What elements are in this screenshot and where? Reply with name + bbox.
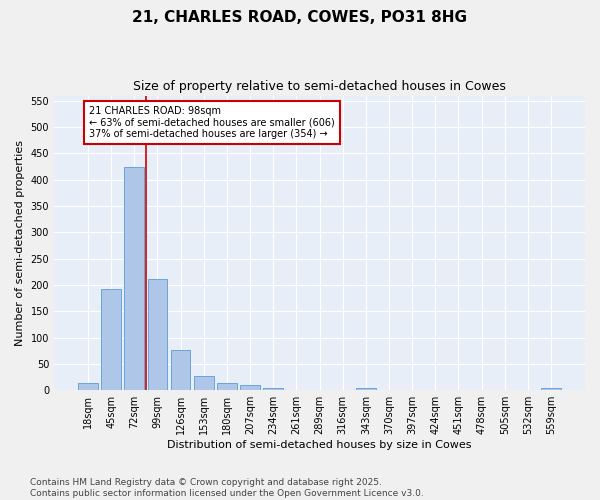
Title: Size of property relative to semi-detached houses in Cowes: Size of property relative to semi-detach…: [133, 80, 506, 93]
Text: Contains HM Land Registry data © Crown copyright and database right 2025.
Contai: Contains HM Land Registry data © Crown c…: [30, 478, 424, 498]
Bar: [541, 388, 561, 390]
Bar: [217, 384, 237, 390]
Bar: [171, 350, 190, 390]
Bar: [356, 388, 376, 390]
Text: 21, CHARLES ROAD, COWES, PO31 8HG: 21, CHARLES ROAD, COWES, PO31 8HG: [133, 10, 467, 25]
Bar: [78, 384, 98, 390]
Bar: [124, 166, 144, 390]
Bar: [194, 376, 214, 390]
Bar: [148, 278, 167, 390]
Bar: [101, 288, 121, 390]
X-axis label: Distribution of semi-detached houses by size in Cowes: Distribution of semi-detached houses by …: [167, 440, 472, 450]
Bar: [263, 388, 283, 390]
Y-axis label: Number of semi-detached properties: Number of semi-detached properties: [15, 140, 25, 346]
Text: 21 CHARLES ROAD: 98sqm
← 63% of semi-detached houses are smaller (606)
37% of se: 21 CHARLES ROAD: 98sqm ← 63% of semi-det…: [89, 106, 335, 140]
Bar: [240, 385, 260, 390]
